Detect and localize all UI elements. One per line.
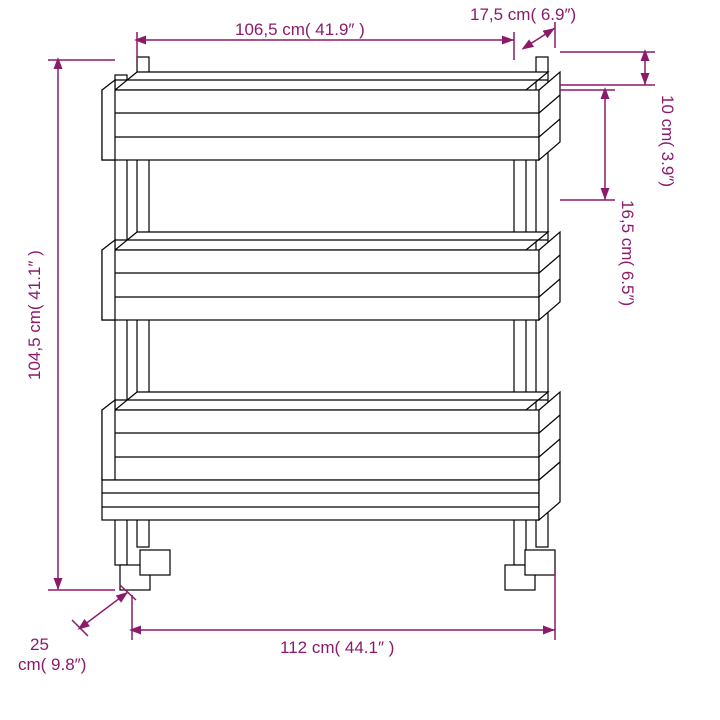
product-illustration [102, 57, 560, 590]
dim-label-top-width: 106,5 cm( 41.9″ ) [235, 20, 365, 39]
dim-bottom-width: 112 cm( 44.1″ ) [132, 570, 555, 657]
dim-label-bottom-depth-a: 25 [30, 635, 49, 654]
tier-top [102, 72, 560, 160]
dim-right-box-height: 16,5 cm( 6.5″) [560, 90, 637, 306]
dim-label-top-depth: 17,5 cm( 6.9″) [470, 5, 576, 24]
dim-label-left-height: 104,5 cm( 41.1″ ) [25, 250, 44, 380]
tier-bottom [102, 392, 560, 480]
dim-top-depth: 17,5 cm( 6.9″) [470, 5, 576, 48]
dim-label-right-top-gap: 10 cm( 3.9″) [658, 95, 677, 187]
dim-label-bottom-width: 112 cm( 44.1″ ) [280, 638, 394, 657]
tier-middle [102, 232, 560, 320]
dim-label-right-box-height: 16,5 cm( 6.5″) [618, 200, 637, 306]
dimension-diagram: 106,5 cm( 41.9″ ) 17,5 cm( 6.9″) 10 cm( … [0, 0, 720, 720]
dim-top-width: 106,5 cm( 41.9″ ) [137, 20, 514, 60]
dim-right-top-gap: 10 cm( 3.9″) [560, 52, 677, 187]
dim-bottom-depth: 25 cm( 9.8″) [18, 585, 136, 674]
dim-label-bottom-depth-b: cm( 9.8″) [18, 655, 86, 674]
